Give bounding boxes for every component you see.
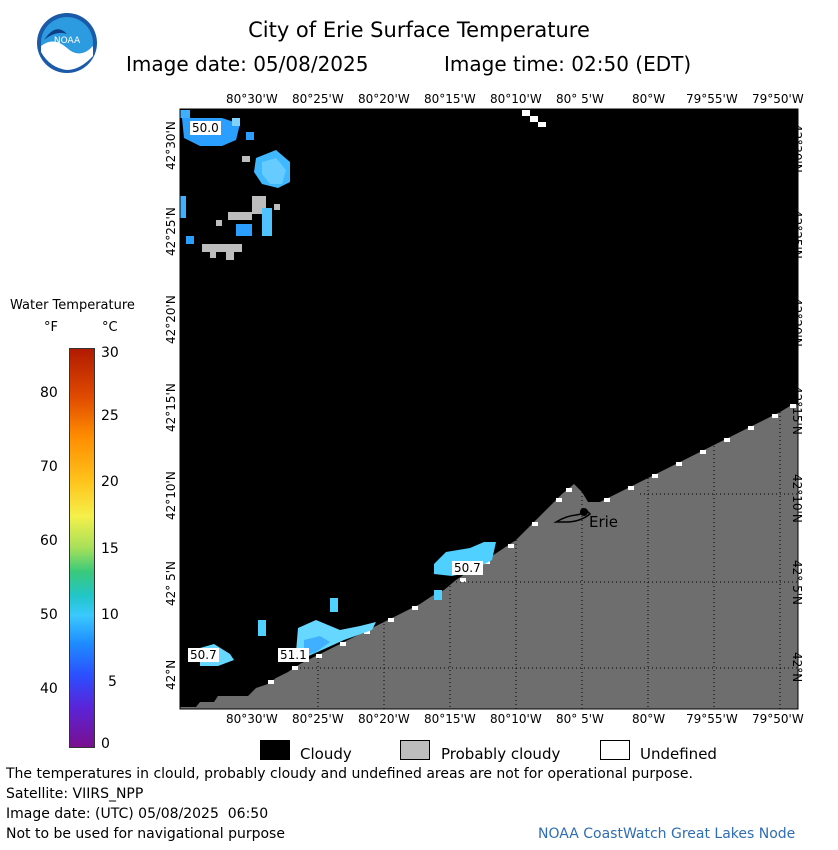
- latitude-label: 42°25'N: [790, 210, 804, 259]
- unit-fahrenheit: °F: [44, 320, 58, 335]
- erie-city-marker: [580, 508, 588, 516]
- longitude-label: 80°10'W: [490, 712, 542, 726]
- water-temperature-pixels: [180, 110, 496, 666]
- longitude-label: 80°30'W: [226, 92, 278, 106]
- fahrenheit-tick: 40: [40, 681, 58, 697]
- utc-date-text: Image date: (UTC) 05/08/2025 06:50: [6, 806, 269, 822]
- longitude-label: 80°15'W: [424, 712, 476, 726]
- fahrenheit-tick: 50: [40, 607, 58, 623]
- land-area: [180, 404, 798, 709]
- longitude-label: 80°15'W: [424, 92, 476, 106]
- noaa-logo-icon: NOAA: [37, 13, 97, 73]
- latitude-label: 42°10'N: [790, 474, 804, 523]
- latitude-label: 42°N: [164, 659, 178, 690]
- temperature-label: 51.1: [278, 648, 309, 662]
- disclaimer-text: The temperatures in clould, probably clo…: [6, 766, 693, 782]
- image-time-header: Image time: 02:50 (EDT): [444, 52, 692, 76]
- celsius-tick: 5: [108, 674, 117, 690]
- city-label: Erie: [589, 513, 619, 531]
- key-cloudy-label: Cloudy: [300, 745, 352, 763]
- longitude-label: 80°10'W: [490, 92, 542, 106]
- key-cloudy-swatch: [260, 740, 290, 760]
- logo-text: NOAA: [54, 36, 81, 46]
- longitude-label: 80°25'W: [292, 712, 344, 726]
- longitude-label: 80°20'W: [358, 712, 410, 726]
- temperature-label: 50.7: [188, 648, 219, 662]
- longitude-label: 80°20'W: [358, 92, 410, 106]
- longitude-label: 80° 5'W: [556, 92, 604, 106]
- credit-text: NOAA CoastWatch Great Lakes Node: [538, 826, 796, 842]
- key-undefined-swatch: [600, 740, 630, 760]
- longitude-label: 80°25'W: [292, 92, 344, 106]
- celsius-tick: 15: [101, 541, 119, 557]
- satellite-text: Satellite: VIIRS_NPP: [6, 786, 144, 802]
- longitude-label: 79°50'W: [752, 712, 804, 726]
- temperature-label: 50.7: [452, 561, 483, 575]
- longitude-label: 80°W: [632, 92, 666, 106]
- key-undefined-label: Undefined: [640, 745, 717, 763]
- latitude-label: 42°20'N: [164, 295, 178, 344]
- navigation-note: Not to be used for navigational purpose: [6, 826, 285, 842]
- celsius-tick: 20: [101, 474, 119, 490]
- longitude-label: 80° 5'W: [556, 712, 604, 726]
- fahrenheit-tick: 70: [40, 459, 58, 475]
- longitude-label: 79°55'W: [686, 92, 738, 106]
- latitude-label: 42°15'N: [790, 386, 804, 435]
- latitude-label: 42°30'N: [164, 121, 178, 170]
- temperature-label: 50.0: [190, 121, 221, 135]
- latitude-label: 42°25'N: [164, 207, 178, 256]
- latitude-label: 42°30'N: [790, 124, 804, 173]
- graticule: [300, 412, 798, 709]
- longitude-label: 79°50'W: [752, 92, 804, 106]
- map-frame: [179, 108, 799, 710]
- legend-title: Water Temperature: [10, 298, 135, 313]
- key-probably-cloudy-swatch: [400, 740, 430, 760]
- latitude-label: 42°15'N: [164, 383, 178, 432]
- longitude-label: 80°W: [632, 712, 666, 726]
- longitude-label: 79°55'W: [686, 712, 738, 726]
- latitude-label: 42°10'N: [164, 471, 178, 520]
- latitude-label: 42° 5'N: [164, 561, 178, 606]
- page-title: City of Erie Surface Temperature: [248, 18, 590, 42]
- temperature-colorbar: [69, 348, 95, 748]
- image-date-header: Image date: 05/08/2025: [126, 52, 369, 76]
- celsius-tick: 0: [101, 736, 110, 752]
- latitude-label: 42°20'N: [790, 298, 804, 347]
- fahrenheit-tick: 80: [40, 385, 58, 401]
- latitude-label: 42°N: [790, 652, 804, 683]
- fahrenheit-tick: 60: [40, 533, 58, 549]
- key-probably-cloudy-label: Probably cloudy: [441, 745, 561, 763]
- celsius-tick: 10: [101, 607, 119, 623]
- celsius-tick: 25: [101, 408, 119, 424]
- unit-celsius: °C: [102, 320, 118, 335]
- latitude-label: 42° 5'N: [790, 560, 804, 605]
- longitude-label: 80°30'W: [226, 712, 278, 726]
- celsius-tick: 30: [101, 345, 119, 361]
